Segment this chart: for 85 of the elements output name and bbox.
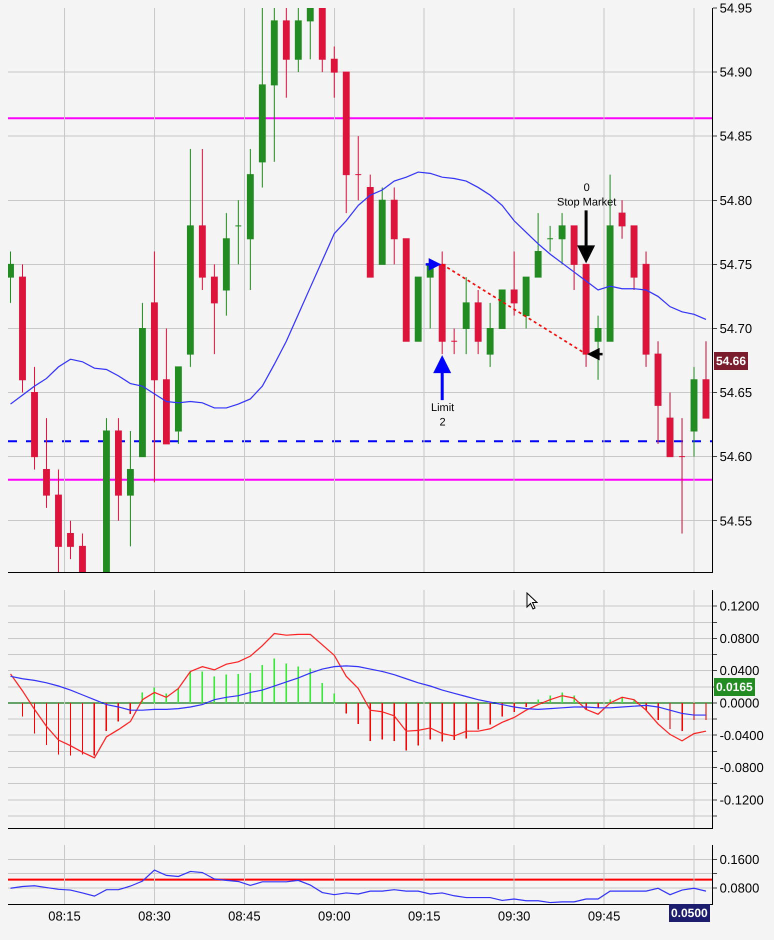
candlestick (594, 315, 602, 380)
candlestick (510, 251, 518, 316)
x-tick-label: 08:30 (138, 908, 171, 924)
line-series (10, 632, 707, 758)
candlestick (306, 8, 314, 60)
candlestick (498, 290, 506, 329)
y-tick-label: 54.90 (720, 64, 752, 80)
candlestick (294, 8, 302, 73)
y-tick-label: 0.0400 (720, 663, 760, 678)
candlestick (402, 238, 410, 342)
candlestick (258, 8, 266, 188)
candlestick (702, 340, 710, 419)
candlestick (486, 302, 494, 368)
y-tick-label: 54.70 (720, 321, 752, 336)
y-tick-label: 54.85 (720, 128, 752, 144)
y-tick-label: 0.0800 (720, 880, 760, 896)
candlestick (690, 366, 698, 458)
candlestick (654, 340, 662, 444)
candlestick (43, 418, 50, 508)
annotation: Limit 2 (431, 402, 454, 428)
candlestick (474, 290, 482, 355)
candlestick (55, 468, 62, 572)
line-series (10, 869, 707, 904)
x-tick-label: 09:00 (318, 908, 351, 924)
candlestick (282, 8, 290, 98)
y-tick-label: 54.80 (720, 192, 752, 208)
candlestick (8, 251, 14, 304)
candlestick (570, 225, 578, 290)
text: 54.66 (716, 354, 746, 368)
candlestick (19, 264, 26, 394)
candlestick (630, 225, 638, 290)
candlestick (162, 328, 170, 444)
candlestick (103, 418, 110, 572)
y-tick-label: 54.95 (720, 0, 752, 16)
candlestick (666, 392, 674, 458)
candlestick (31, 366, 38, 470)
candlestick (186, 148, 194, 368)
candlestick (67, 520, 74, 560)
y-tick-label: -0.1200 (720, 792, 764, 808)
y-tick-label: 54.60 (720, 449, 752, 464)
candlestick (270, 8, 278, 162)
y-tick-label: 54.55 (720, 513, 752, 528)
line-series (10, 665, 707, 716)
candlestick (450, 328, 458, 355)
candlestick (342, 72, 350, 214)
candlestick (115, 418, 122, 522)
candlestick (534, 212, 542, 278)
x-tick-label: 08:15 (48, 908, 81, 924)
candlestick (378, 186, 386, 265)
y-tick-label: 0.0800 (720, 630, 760, 646)
y-tick-label: 0.1200 (720, 598, 760, 614)
candlestick (174, 366, 182, 444)
candlestick (462, 276, 470, 355)
candlestick (79, 533, 86, 572)
y-tick-label: -0.0800 (720, 760, 764, 776)
candlestick (318, 8, 326, 73)
candlestick (414, 276, 422, 342)
candlestick (558, 212, 566, 265)
candlestick (139, 302, 146, 458)
candlestick (642, 251, 650, 368)
candlestick (618, 200, 626, 240)
y-tick-label: 54.75 (720, 256, 752, 272)
candlestick (246, 148, 254, 290)
y-tick-label: 54.65 (720, 385, 752, 400)
candlestick (198, 148, 206, 290)
x-tick-label: 09:30 (498, 908, 530, 924)
x-tick-label: 09:15 (408, 908, 440, 924)
x-tick-label: 08:45 (228, 908, 261, 924)
y-tick-label: 0.1600 (720, 852, 760, 867)
candlestick (330, 46, 338, 98)
candlestick (390, 186, 398, 265)
x-tick-label: 09:45 (588, 908, 620, 924)
candlestick (546, 225, 554, 252)
candlestick (222, 212, 230, 316)
candlestick (354, 136, 362, 201)
candlestick (210, 264, 218, 355)
candlestick (234, 200, 242, 265)
candlestick (366, 174, 374, 278)
text: 0.0165 (716, 680, 754, 694)
text: 0.0500 (671, 906, 708, 920)
candlestick (126, 430, 134, 547)
candlestick (678, 418, 686, 534)
y-tick-label: 0.0000 (720, 696, 760, 710)
y-tick-label: -0.0400 (720, 728, 764, 743)
candlestick (522, 276, 530, 329)
